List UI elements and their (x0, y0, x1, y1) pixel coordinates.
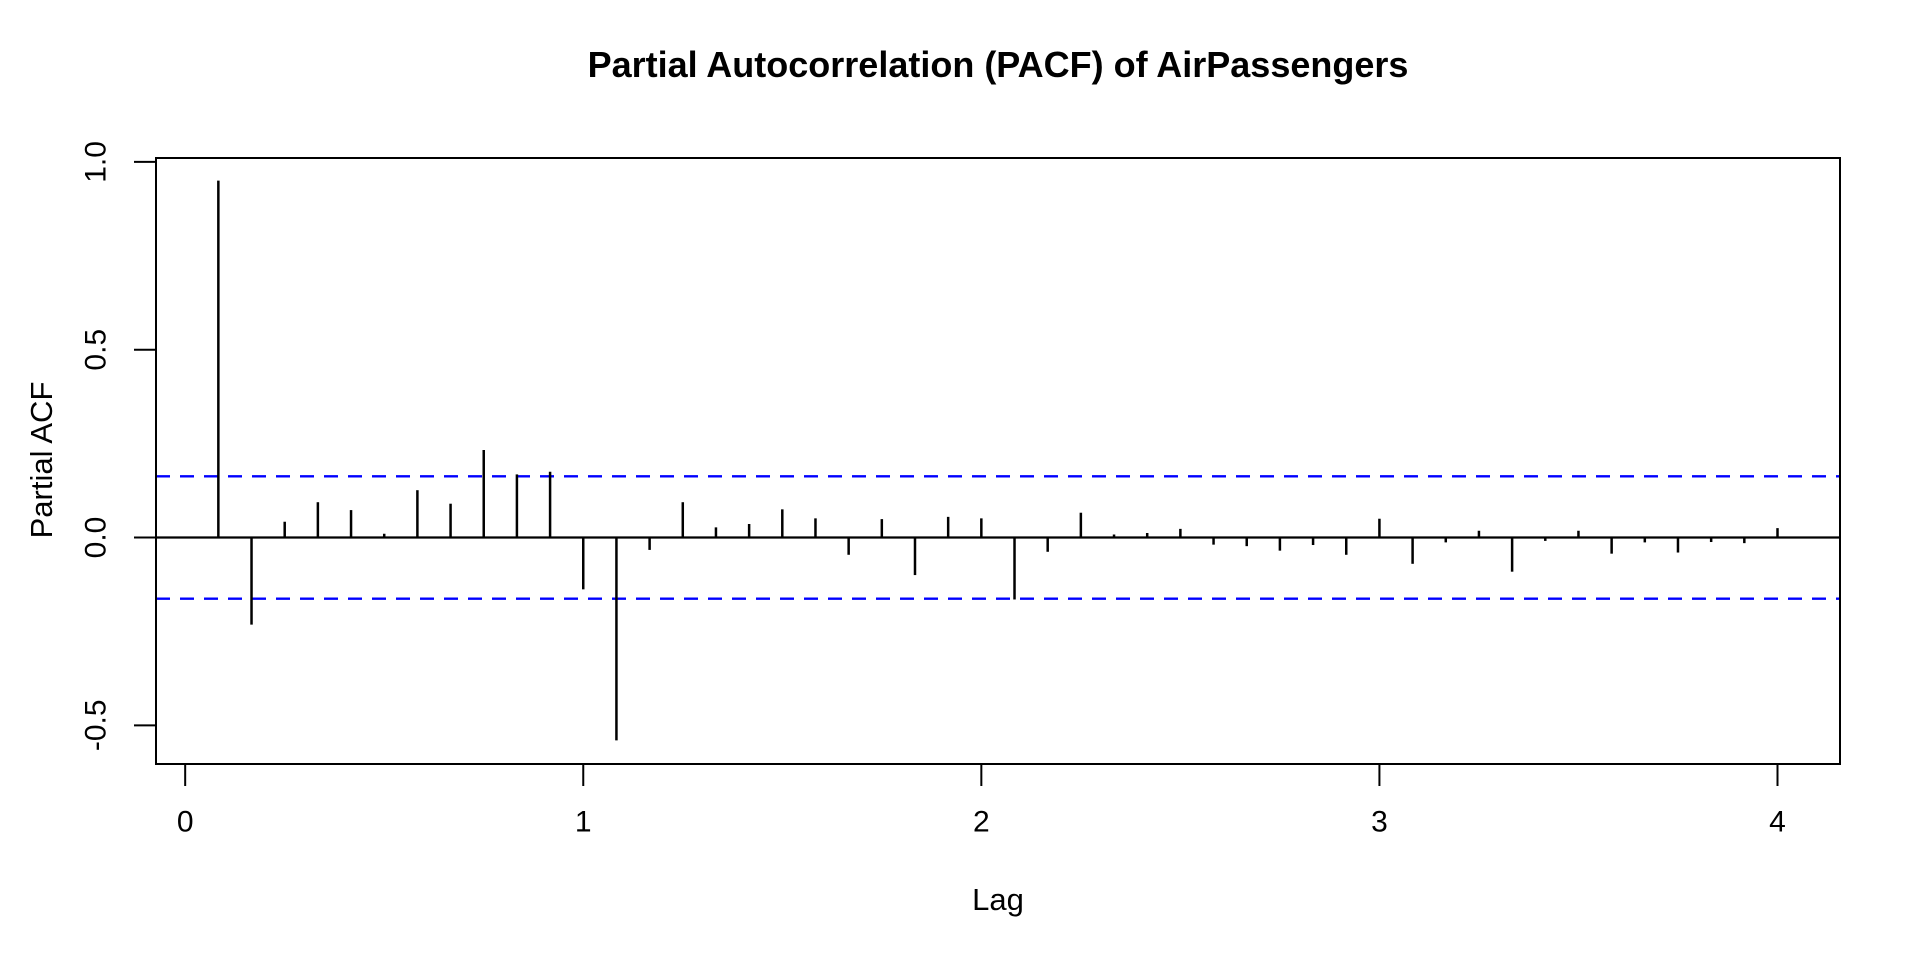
x-tick-label: 3 (1371, 806, 1388, 839)
x-tick-label: 4 (1769, 806, 1786, 839)
y-axis-label: Partial ACF (24, 381, 59, 539)
x-tick-label: 0 (177, 806, 194, 839)
y-tick-label: -0.5 (80, 699, 113, 751)
y-tick-label: 1.0 (80, 141, 113, 183)
plot-border (155, 157, 1841, 765)
x-tick-label: 2 (973, 806, 990, 839)
x-axis-label: Lag (972, 882, 1024, 917)
y-tick-label: 0.5 (80, 329, 113, 371)
chart-title: Partial Autocorrelation (PACF) of AirPas… (587, 44, 1409, 85)
x-tick-label: 1 (575, 806, 592, 839)
y-tick-label: 0.0 (80, 517, 113, 559)
